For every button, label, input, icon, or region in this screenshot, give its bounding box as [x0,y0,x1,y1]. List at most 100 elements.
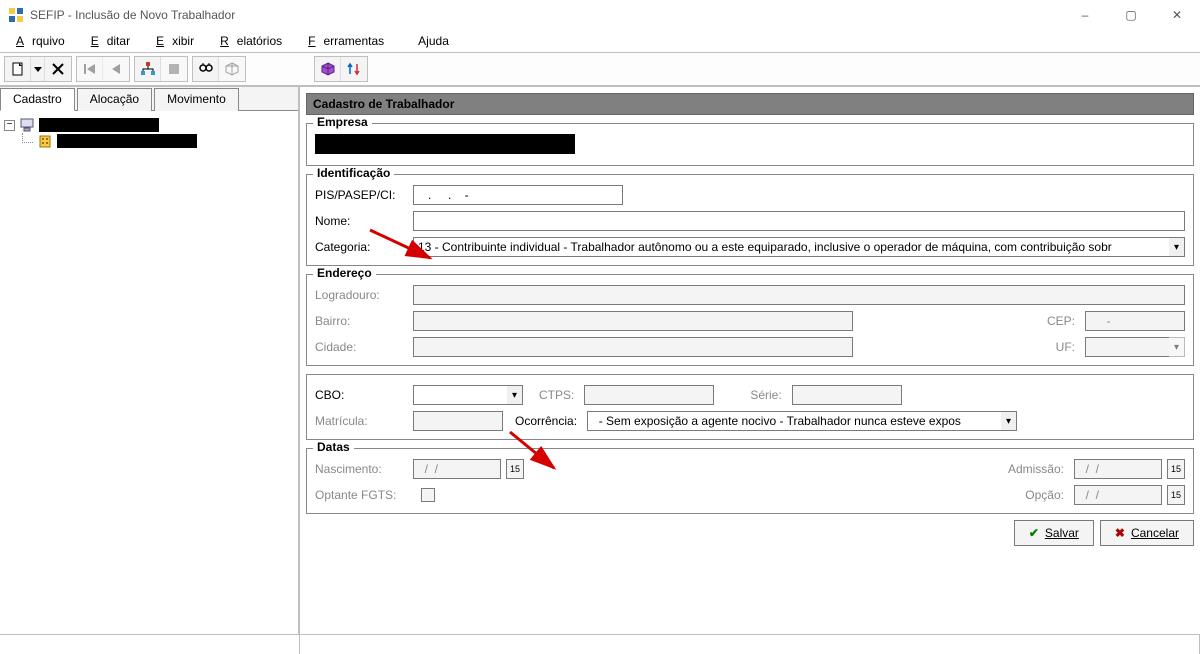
tree-root-label [39,118,159,132]
label-serie: Série: [750,388,781,402]
menu-arquivo[interactable]: Arquivo [8,32,81,50]
input-opcao [1074,485,1162,505]
status-cell-1 [0,635,300,654]
label-ocorrencia: Ocorrência: [515,414,577,428]
input-bairro [413,311,853,331]
input-nascimento [413,459,501,479]
select-cbo[interactable] [413,385,507,405]
toolbar [0,52,1200,86]
maximize-button[interactable]: ▢ [1108,0,1154,30]
tree-view[interactable]: − [0,111,298,634]
label-categoria: Categoria: [315,240,407,254]
legend-empresa: Empresa [313,115,372,129]
save-button-label: Salvar [1045,526,1079,540]
toolbar-delete-icon[interactable] [45,57,71,81]
close-icon: ✕ [1172,8,1182,22]
group-mid: CBO: CTPS: Série: Matrícula: Ocorrência: [306,374,1194,440]
toolbar-new-dropdown-icon[interactable] [31,57,45,81]
label-cidade: Cidade: [315,340,407,354]
window-title: SEFIP - Inclusão de Novo Trabalhador [30,8,235,22]
empresa-value [315,134,575,154]
label-bairro: Bairro: [315,314,407,328]
toolbar-stop-icon[interactable] [161,57,187,81]
select-uf [1085,337,1169,357]
status-cell-2 [300,635,1200,654]
toolbar-sort-icon[interactable] [341,57,367,81]
status-bar [0,634,1200,654]
tab-movimento[interactable]: Movimento [154,88,239,111]
input-cep [1085,311,1185,331]
input-nome[interactable] [413,211,1185,231]
chevron-down-icon[interactable] [1169,237,1185,257]
chevron-down-icon [1169,337,1185,357]
legend-identificacao: Identificação [313,166,394,180]
minimize-button[interactable]: – [1062,0,1108,30]
tree-collapse-icon[interactable]: − [4,120,15,131]
tree-child-label [57,134,197,148]
close-button[interactable]: ✕ [1154,0,1200,30]
menu-editar[interactable]: Editar [83,32,146,50]
form-panel: Cadastro de Trabalhador Empresa Identifi… [300,87,1200,634]
cancel-button[interactable]: ✖ Cancelar [1100,520,1194,546]
menu-bar: Arquivo Editar Exibir Relatórios Ferrame… [0,30,1200,52]
cancel-button-label: Cancelar [1131,526,1179,540]
input-ctps [584,385,714,405]
select-categoria[interactable] [413,237,1169,257]
toolbar-module-icon[interactable] [315,57,341,81]
toolbar-search-icon[interactable] [193,57,219,81]
label-logradouro: Logradouro: [315,288,407,302]
calendar-icon: 15 [1167,485,1185,505]
group-endereco: Endereço Logradouro: Bairro: CEP: Cidade… [306,274,1194,366]
input-logradouro [413,285,1185,305]
save-button[interactable]: ✔ Salvar [1014,520,1094,546]
label-cep: CEP: [1047,314,1075,328]
input-matricula [413,411,503,431]
label-opcao: Opção: [1025,488,1064,502]
group-datas: Datas Nascimento: 15 Admissão: 15 Optant… [306,448,1194,514]
chevron-down-icon[interactable] [507,385,523,405]
checkbox-optante [421,488,435,502]
cross-icon: ✖ [1115,526,1125,540]
title-bar: SEFIP - Inclusão de Novo Trabalhador – ▢… [0,0,1200,30]
computer-icon [19,117,35,133]
label-pis: PIS/PASEP/CI: [315,188,407,202]
maximize-icon: ▢ [1125,8,1136,22]
left-tabs: Cadastro Alocação Movimento [0,87,298,111]
toolbar-new-icon[interactable] [5,57,31,81]
toolbar-prev-icon[interactable] [103,57,129,81]
label-cbo: CBO: [315,388,407,402]
label-nascimento: Nascimento: [315,462,407,476]
input-pis[interactable] [413,185,623,205]
toolbar-first-icon[interactable] [77,57,103,81]
input-serie [792,385,902,405]
label-matricula: Matrícula: [315,414,407,428]
label-optante: Optante FGTS: [315,488,415,502]
menu-relatorios[interactable]: Relatórios [212,32,298,50]
calendar-icon: 15 [1167,459,1185,479]
legend-datas: Datas [313,440,354,454]
menu-exibir[interactable]: Exibir [148,32,210,50]
calendar-icon: 15 [506,459,524,479]
button-bar: ✔ Salvar ✖ Cancelar [306,514,1194,552]
toolbar-tree-icon[interactable] [135,57,161,81]
menu-ajuda[interactable]: Ajuda [402,32,465,50]
menu-ferramentas[interactable]: Ferramentas [300,32,400,50]
toolbar-cube-icon[interactable] [219,57,245,81]
label-nome: Nome: [315,214,407,228]
tab-cadastro[interactable]: Cadastro [0,88,75,111]
select-ocorrencia[interactable] [587,411,1001,431]
label-ctps: CTPS: [539,388,574,402]
legend-endereco: Endereço [313,266,376,280]
input-cidade [413,337,853,357]
left-panel: Cadastro Alocação Movimento − [0,87,300,634]
section-header: Cadastro de Trabalhador [306,93,1194,115]
tab-alocacao[interactable]: Alocação [77,88,152,111]
label-uf: UF: [1056,340,1075,354]
group-empresa: Empresa [306,123,1194,166]
building-icon [37,133,53,149]
check-icon: ✔ [1029,526,1039,540]
label-admissao: Admissão: [1008,462,1064,476]
app-icon [8,7,24,23]
chevron-down-icon[interactable] [1001,411,1017,431]
minimize-icon: – [1082,8,1089,22]
